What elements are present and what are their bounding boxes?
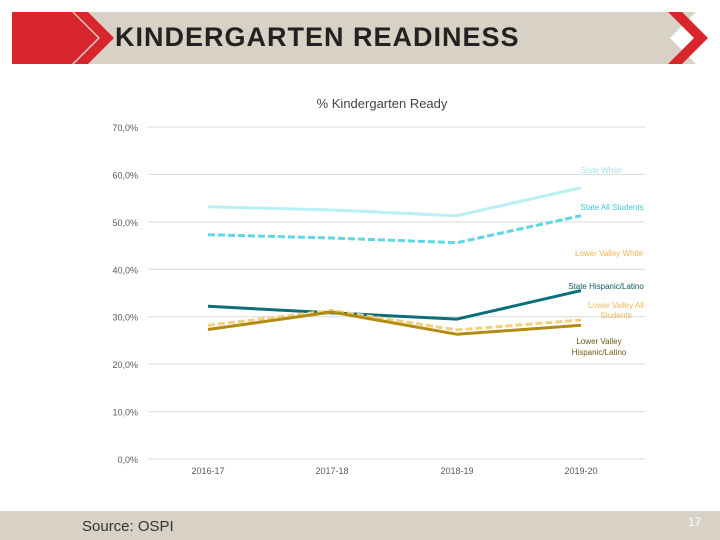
series-label: State Hispanic/Latino: [568, 282, 644, 291]
series-line-2: [207, 214, 582, 245]
page-number: 17: [688, 515, 702, 529]
x-tick-label: 2017-18: [315, 466, 348, 476]
banner-background: [12, 12, 696, 64]
series-label-line: Lower Valley All: [588, 301, 644, 310]
y-tick-label: 50,0%: [112, 218, 138, 228]
y-tick-label: 0,0%: [117, 455, 138, 465]
series-line-6: [207, 310, 582, 336]
y-tick-label: 10,0%: [112, 408, 138, 418]
x-tick-label: 2019-20: [564, 466, 597, 476]
x-tick-label: 2018-19: [440, 466, 473, 476]
y-tick-label: 30,0%: [112, 313, 138, 323]
series-label-line: Hispanic/Latino: [572, 348, 627, 357]
y-tick-label: 40,0%: [112, 265, 138, 275]
footer-band: [0, 511, 720, 540]
series-label-line: Lower Valley: [576, 337, 621, 346]
line-chart: % Kindergarten Ready 0,0% 10,0% 20,0% 30,0%…: [112, 96, 645, 476]
series-label: Lower Valley All Students: [588, 301, 644, 320]
source-note: Source: OSPI: [82, 518, 174, 535]
series-line-1: [207, 186, 582, 218]
banner-right-arrow: [668, 12, 708, 64]
series-label-line: Students: [600, 311, 632, 320]
title-banner: [12, 12, 708, 64]
series-label: Lower Valley Hispanic/Latino: [572, 337, 627, 357]
banner-left-arrow: [74, 12, 114, 64]
series-label: State White: [580, 166, 622, 175]
y-tick-label: 20,0%: [112, 360, 138, 370]
y-tick-label: 70,0%: [112, 123, 138, 133]
page-title: KINDERGARTEN READINESS: [115, 22, 520, 52]
banner-left-accent: [12, 12, 98, 64]
series-label: Lower Valley White: [575, 249, 643, 258]
series-label: State All Students: [580, 203, 643, 212]
y-tick-label: 60,0%: [112, 170, 138, 180]
x-tick-label: 2016-17: [191, 466, 224, 476]
series-line-4: [207, 289, 582, 321]
series-line-5: [207, 309, 582, 332]
chart-title: % Kindergarten Ready: [317, 96, 448, 111]
